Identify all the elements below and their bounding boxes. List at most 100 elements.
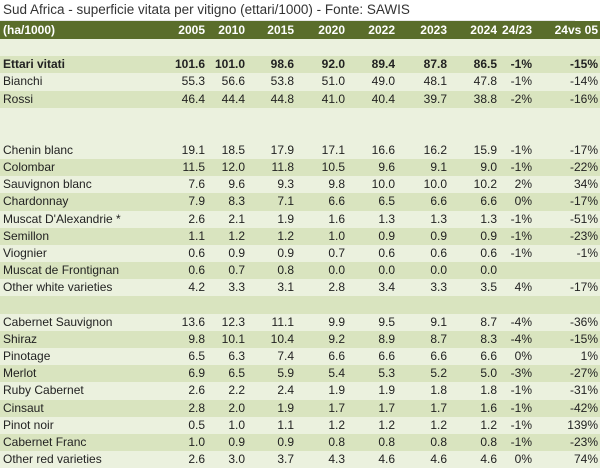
data-cell: -1%: [499, 382, 540, 400]
data-cell: 0.7: [296, 244, 347, 263]
data-cell: 0.6: [449, 244, 499, 263]
data-cell: -1%: [499, 416, 540, 434]
data-cell: 3.1: [247, 279, 296, 297]
table-row: Pinotage 6.5 6.3 7.4 6.6 6.6 6.6 6.6 0% 1%: [0, 348, 600, 366]
data-cell: 1.2: [347, 416, 397, 434]
data-cell: -23%: [540, 433, 600, 452]
row-label: Muscat D'Alexandrie *: [0, 210, 160, 228]
data-cell: 2.6: [160, 382, 207, 400]
data-cell: 10.0: [397, 176, 449, 194]
data-cell: 53.8: [247, 73, 296, 91]
data-cell: 5.3: [347, 365, 397, 383]
data-cell: -23%: [540, 227, 600, 245]
row-label: Chardonnay: [0, 193, 160, 211]
data-cell: 9.6: [207, 176, 247, 194]
data-cell: 6.6: [449, 193, 499, 211]
row-label: Rossi: [0, 90, 160, 108]
data-cell: 2.6: [160, 451, 207, 468]
table-row: Chenin blanc 19.1 18.5 17.9 17.1 16.6 16.2 15.9…: [0, 141, 600, 159]
column-header: 24/23: [499, 21, 540, 39]
data-cell: 16.6: [347, 141, 397, 159]
data-cell: 4.2: [160, 279, 207, 297]
column-header: 2022: [347, 21, 397, 39]
row-label: Bianchi: [0, 73, 160, 91]
row-label: Merlot: [0, 365, 160, 383]
row-label: Chenin blanc: [0, 141, 160, 159]
data-cell: 1.6: [449, 399, 499, 417]
data-cell: 6.5: [160, 348, 207, 366]
data-cell: 1.6: [296, 210, 347, 228]
data-cell: 2.1: [207, 210, 247, 228]
row-label: Other white varieties: [0, 279, 160, 297]
data-cell: 3.5: [449, 279, 499, 297]
data-cell: 1.2: [207, 227, 247, 245]
data-cell: -36%: [540, 313, 600, 331]
table-row: Muscat D'Alexandrie * 2.6 2.1 1.9 1.6 1.3 1.3 1…: [0, 210, 600, 228]
data-cell: 0.0: [347, 262, 397, 280]
data-cell: 0.8: [247, 262, 296, 280]
data-cell: 1.2: [449, 416, 499, 434]
data-cell: 11.1: [247, 313, 296, 331]
data-cell: 2.0: [207, 399, 247, 417]
data-cell: 10.5: [296, 158, 347, 177]
data-cell: 101.6: [160, 56, 207, 74]
data-cell: -1%: [499, 141, 540, 159]
data-cell: 1.0: [160, 433, 207, 452]
data-cell: 7.6: [160, 176, 207, 194]
data-cell: -2%: [499, 90, 540, 108]
data-cell: 7.4: [247, 348, 296, 366]
data-cell: 0.9: [347, 227, 397, 245]
column-header: 2005: [160, 21, 207, 39]
data-cell: 1.2: [296, 416, 347, 434]
data-cell: 3.4: [347, 279, 397, 297]
data-cell: 1.7: [296, 399, 347, 417]
row-label: Colombar: [0, 158, 160, 177]
data-cell: -1%: [499, 210, 540, 228]
data-cell: 9.1: [397, 313, 449, 331]
data-cell: 9.0: [449, 158, 499, 177]
data-cell: 12.0: [207, 158, 247, 177]
data-cell: 0.0: [296, 262, 347, 280]
row-label: Cabernet Sauvignon: [0, 313, 160, 331]
data-cell: 0.8: [449, 433, 499, 452]
data-cell: -17%: [540, 193, 600, 211]
data-cell: 44.4: [207, 90, 247, 108]
data-cell: -1%: [499, 433, 540, 452]
row-label: Other red varieties: [0, 451, 160, 468]
data-cell: 87.8: [397, 56, 449, 74]
data-cell: 3.7: [247, 451, 296, 468]
data-cell: 0.8: [347, 433, 397, 452]
data-cell: 2.4: [247, 382, 296, 400]
data-cell: 1.7: [397, 399, 449, 417]
row-label: Shiraz: [0, 330, 160, 348]
data-cell: 1.2: [397, 416, 449, 434]
data-cell: 1.0: [296, 227, 347, 245]
data-cell: 16.2: [397, 141, 449, 159]
table-row: Colombar 11.5 12.0 11.8 10.5 9.6 9.1 9.0 -1% -22%: [0, 158, 600, 177]
spacer-row: [0, 107, 600, 142]
data-cell: 9.3: [247, 176, 296, 194]
table-row: Cabernet Franc 1.0 0.9 0.9 0.8 0.8 0.8 0.8 -1% -2…: [0, 433, 600, 452]
data-cell: 0.8: [296, 433, 347, 452]
data-cell: 1.8: [449, 382, 499, 400]
table-row: Other white varieties 4.2 3.3 3.1 2.8 3.4 3.3 3…: [0, 279, 600, 297]
data-cell: -17%: [540, 141, 600, 159]
data-cell: 2.8: [160, 399, 207, 417]
data-cell: 2%: [499, 176, 540, 194]
data-cell: 1.1: [160, 227, 207, 245]
data-cell: 6.6: [449, 348, 499, 366]
data-cell: 34%: [540, 176, 600, 194]
data-cell: 1.9: [247, 210, 296, 228]
row-label: Sauvignon blanc: [0, 176, 160, 194]
data-cell: 5.4: [296, 365, 347, 383]
row-label: Viognier: [0, 244, 160, 263]
data-cell: -1%: [499, 56, 540, 74]
data-cell: 98.6: [247, 56, 296, 74]
data-cell: 92.0: [296, 56, 347, 74]
data-cell: 4.6: [347, 451, 397, 468]
table-row: Bianchi 55.3 56.6 53.8 51.0 49.0 48.1 47.8 -1% -1…: [0, 73, 600, 91]
data-cell: 0.6: [347, 244, 397, 263]
data-cell: 0.0: [449, 262, 499, 280]
data-cell: 1.9: [247, 399, 296, 417]
data-cell: 12.3: [207, 313, 247, 331]
